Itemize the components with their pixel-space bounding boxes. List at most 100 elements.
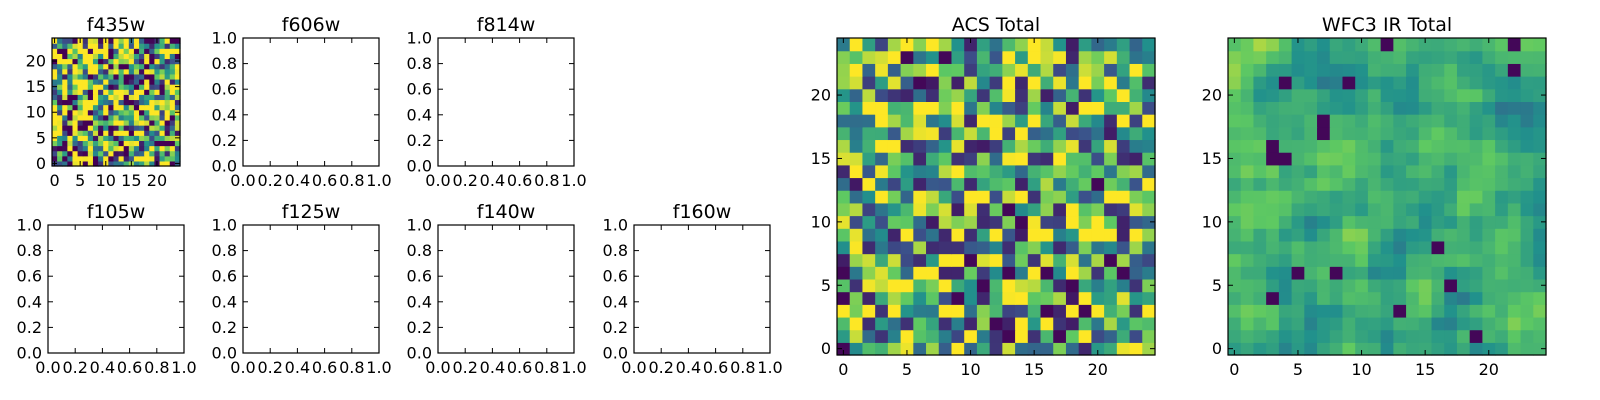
f435w-cell bbox=[149, 68, 155, 75]
acs-total-cell bbox=[1027, 316, 1042, 331]
f435w-cell bbox=[103, 155, 109, 162]
wfc3-ir-total-cell bbox=[1406, 316, 1420, 331]
acs-total-cell bbox=[1065, 50, 1080, 64]
f435w-cell bbox=[52, 150, 58, 157]
f435w-cell bbox=[98, 104, 104, 111]
wfc3-ir-total-cell bbox=[1444, 50, 1458, 64]
f435w-cell bbox=[108, 119, 115, 126]
wfc3-ir-total-cell bbox=[1456, 152, 1471, 166]
f435w-cell bbox=[149, 119, 155, 126]
f435w-cell bbox=[67, 58, 74, 65]
f435w-cell bbox=[128, 150, 135, 157]
wfc3-ir-total-cell bbox=[1329, 114, 1344, 128]
f435w-cell bbox=[123, 89, 130, 95]
acs-total-cell bbox=[849, 76, 864, 90]
wfc3-ir-total-cell bbox=[1380, 50, 1394, 64]
acs-total-cell bbox=[1129, 114, 1143, 128]
acs-total-cell bbox=[1129, 215, 1143, 229]
f435w-cell bbox=[169, 145, 176, 152]
wfc3-ir-total-cell bbox=[1367, 266, 1382, 280]
acs-total-cell bbox=[1027, 291, 1042, 305]
f435w-cell bbox=[164, 119, 171, 126]
f435w-cell bbox=[149, 130, 155, 136]
f435w-cell bbox=[98, 58, 104, 65]
acs-total-cell bbox=[913, 88, 927, 102]
wfc3-ir-total-cell bbox=[1431, 76, 1445, 90]
acs-total-cell bbox=[913, 114, 927, 128]
wfc3-ir-total-cell bbox=[1507, 266, 1522, 280]
wfc3-ir-total-cell bbox=[1533, 304, 1547, 318]
f435w-cell bbox=[98, 94, 104, 101]
wfc3-ir-total-cell bbox=[1456, 139, 1471, 153]
wfc3-ir-total-cell bbox=[1329, 253, 1344, 267]
f435w-cell bbox=[87, 104, 94, 111]
wfc3-ir-total-cell bbox=[1342, 253, 1356, 267]
f435w-cell bbox=[98, 114, 104, 121]
f435w-cell bbox=[128, 125, 135, 131]
wfc3-ir-total-cell bbox=[1507, 291, 1522, 305]
wfc3-ir-total-cell bbox=[1278, 177, 1293, 191]
acs-total-cell bbox=[1053, 76, 1067, 90]
wfc3-ir-total-cell bbox=[1431, 101, 1445, 115]
acs-total-cell bbox=[862, 228, 876, 242]
acs-total-cell bbox=[849, 278, 864, 293]
wfc3-ir-total-cell bbox=[1367, 152, 1382, 166]
acs-total-cell bbox=[913, 76, 927, 90]
f435w-cell bbox=[52, 68, 58, 75]
acs-total-cell bbox=[976, 164, 991, 179]
f435w-cell bbox=[67, 155, 74, 162]
f160w-xtick-label: 0.2 bbox=[648, 358, 673, 377]
f435w-cell bbox=[118, 94, 125, 101]
wfc3-ir-total-cell bbox=[1482, 316, 1496, 331]
acs-total-cell bbox=[989, 253, 1003, 267]
acs-total-cell bbox=[875, 329, 889, 343]
acs-total-cell bbox=[1053, 215, 1067, 229]
acs-total-cell bbox=[1104, 278, 1118, 293]
f435w-cell bbox=[113, 48, 120, 54]
f435w-cell bbox=[67, 68, 74, 75]
f435w-cell bbox=[67, 63, 74, 70]
wfc3-ir-total-cell bbox=[1342, 215, 1356, 229]
f435w-cell bbox=[154, 155, 161, 162]
acs-total-cell bbox=[875, 342, 889, 356]
wfc3-ir-total-cell bbox=[1406, 278, 1420, 293]
acs-total-cell bbox=[913, 126, 927, 141]
f435w-cell bbox=[87, 94, 94, 101]
f435w-cell bbox=[174, 104, 181, 111]
acs-total-cell bbox=[926, 240, 940, 255]
acs-total-cell bbox=[1129, 76, 1143, 90]
acs-total-cell bbox=[1053, 88, 1067, 102]
f435w-cell bbox=[159, 89, 166, 95]
acs-total-cell bbox=[1027, 38, 1042, 52]
acs-total-cell bbox=[1142, 215, 1156, 229]
wfc3-ir-total-cell bbox=[1228, 177, 1242, 191]
acs-total-cell bbox=[1104, 101, 1118, 115]
acs-total-cell bbox=[976, 101, 991, 115]
f435w-cell bbox=[118, 160, 125, 167]
wfc3-ir-total-cell bbox=[1266, 88, 1280, 102]
f435w-cell bbox=[169, 84, 176, 90]
acs-total-cell bbox=[989, 126, 1003, 141]
wfc3-ir-total-cell bbox=[1329, 342, 1344, 356]
wfc3-ir-total-cell bbox=[1228, 228, 1242, 242]
f160w-ytick-label: 0.4 bbox=[603, 292, 628, 311]
wfc3-ir-total-cell bbox=[1482, 88, 1496, 102]
f125w-xtick-label: 0.0 bbox=[230, 358, 255, 377]
acs-total-cell bbox=[1027, 253, 1042, 267]
wfc3-ir-total-cell bbox=[1456, 253, 1471, 267]
acs-total-cell bbox=[1116, 177, 1131, 191]
f435w-cell bbox=[98, 150, 104, 157]
wfc3-ir-total-cell bbox=[1342, 342, 1356, 356]
acs-total-cell bbox=[938, 202, 953, 217]
wfc3-ir-total-xtick-label: 15 bbox=[1415, 360, 1435, 379]
wfc3-ir-total-cell bbox=[1533, 177, 1547, 191]
f435w-cell bbox=[52, 130, 58, 136]
acs-total-cell bbox=[1091, 304, 1105, 318]
f435w-cell bbox=[159, 125, 166, 131]
wfc3-ir-total-cell bbox=[1278, 88, 1293, 102]
f606w-xtick-label: 0.2 bbox=[257, 171, 282, 190]
f435w-cell bbox=[77, 119, 84, 126]
acs-total-cell bbox=[951, 177, 965, 191]
acs-total-cell bbox=[887, 278, 902, 293]
f435w-cell bbox=[108, 63, 115, 70]
